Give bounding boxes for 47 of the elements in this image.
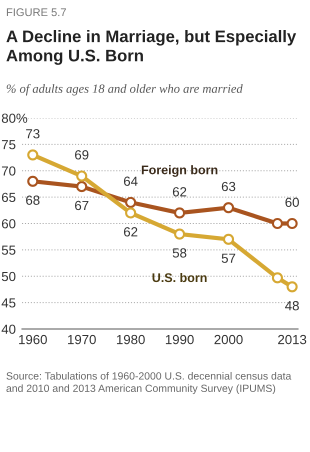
y-tick-label: 60 — [2, 219, 16, 228]
data-label: 69 — [75, 150, 88, 160]
data-label: 62 — [124, 227, 138, 237]
chart-subtitle: % of adults ages 18 and older who are married — [6, 84, 243, 96]
point — [125, 196, 136, 208]
source-note: Source: Tabulations of 1960-2000 U.S. decennial census data and 2010 and 2013 American Community Survey (IPUMS) — [6, 372, 292, 394]
point — [174, 228, 186, 240]
point — [286, 218, 298, 230]
caption: FIGURE 5.7 — [6, 8, 66, 16]
point — [76, 170, 88, 182]
y-tick-label: 45 — [2, 298, 16, 308]
data-label: 62 — [172, 187, 186, 196]
y-tick-label: 80% — [2, 114, 28, 123]
point — [286, 281, 298, 292]
data-label: 60 — [285, 198, 299, 208]
y-tick-label: 50 — [2, 272, 16, 282]
x-tick-label: 1980 — [116, 334, 145, 344]
y-tick-label: 70 — [2, 166, 16, 176]
point — [272, 218, 284, 230]
x-tick-label: 2000 — [214, 334, 243, 344]
point — [222, 234, 234, 245]
y-tick-label: 40 — [2, 324, 16, 334]
data-label: 57 — [222, 254, 236, 263]
data-label: 68 — [26, 196, 40, 205]
point — [27, 176, 38, 187]
text: U.S. born — [152, 272, 207, 282]
y-tick-label: 75 — [2, 140, 16, 150]
x-tick-label: 1990 — [166, 334, 194, 344]
data-label: 73 — [26, 129, 40, 138]
point — [125, 207, 136, 219]
y-tick-label: 65 — [2, 192, 16, 202]
y-tick-label: 55 — [2, 246, 16, 255]
series-label: Foreign born — [142, 165, 218, 177]
point — [27, 149, 38, 160]
data-label: 48 — [285, 301, 299, 310]
data-label: 58 — [172, 248, 186, 258]
point — [174, 207, 186, 219]
x-tick-label: 2013 — [278, 334, 306, 344]
point — [222, 202, 234, 214]
point — [76, 181, 88, 192]
x-tick-label: 1970 — [68, 334, 96, 344]
data-label: 63 — [222, 182, 236, 192]
x-tick-label: 1960 — [19, 334, 47, 344]
point — [272, 272, 284, 284]
data-label: 64 — [124, 176, 138, 186]
data-label: 67 — [75, 200, 88, 210]
chart-title: A Decline in Marriage, but Especially Among U.S. Born — [6, 30, 296, 65]
